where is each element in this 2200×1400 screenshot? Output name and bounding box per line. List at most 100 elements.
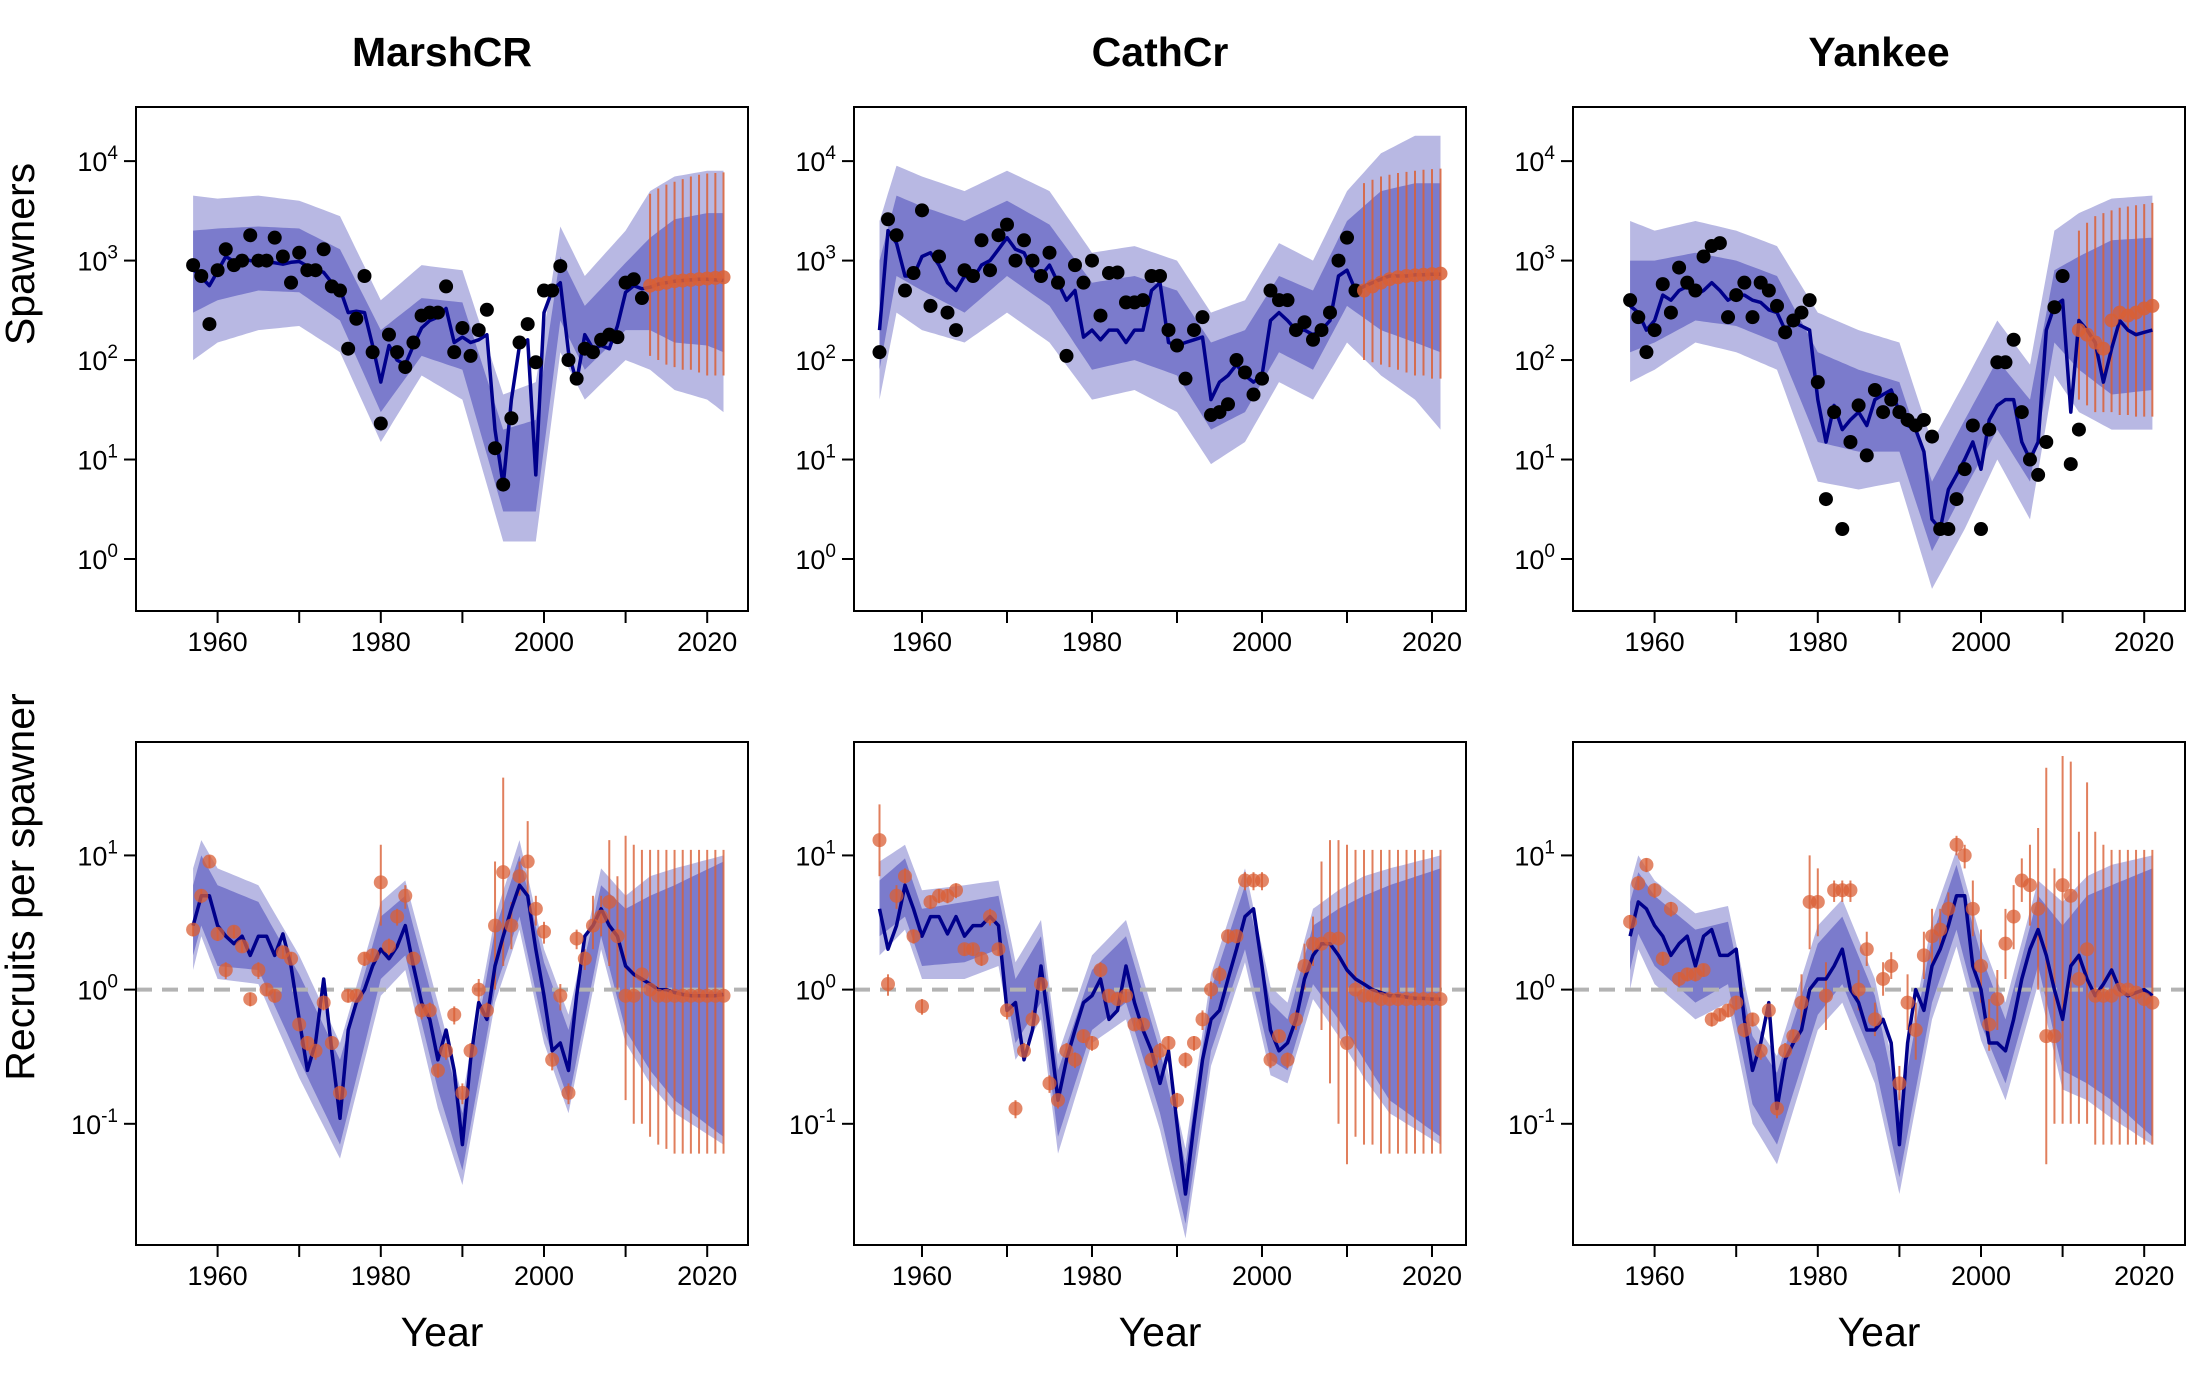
observed-point bbox=[1051, 1093, 1065, 1108]
y-tick-label: 100 bbox=[795, 972, 836, 1006]
observed-point bbox=[906, 266, 921, 281]
observed-point bbox=[889, 888, 904, 903]
x-tick-label: 1980 bbox=[1788, 627, 1848, 657]
ylabel-recruits-per-spawner: Recruits per spawner bbox=[0, 693, 43, 1080]
observed-point bbox=[398, 888, 413, 903]
panel-title: MarshCR bbox=[352, 29, 532, 75]
observed-point bbox=[488, 918, 503, 933]
observed-point bbox=[1810, 375, 1825, 390]
observed-point bbox=[1827, 405, 1842, 420]
observed-point bbox=[569, 931, 584, 946]
observed-point bbox=[2006, 909, 2021, 924]
observed-point bbox=[634, 291, 649, 306]
observed-point bbox=[520, 317, 535, 332]
forecast-point bbox=[716, 270, 731, 285]
observed-point bbox=[1017, 233, 1031, 248]
observed-point bbox=[504, 918, 519, 933]
observed-point bbox=[1737, 275, 1752, 290]
y-tick-label: 100 bbox=[77, 541, 118, 575]
observed-point bbox=[2080, 942, 2095, 957]
observed-point bbox=[210, 926, 225, 941]
x-tick-label: 2000 bbox=[1232, 1261, 1292, 1291]
panel-title: CathCr bbox=[1092, 29, 1229, 75]
observed-point bbox=[1085, 1036, 1099, 1051]
panels: 1960 1980 2000 2020100101102103104MarshCR19… bbox=[71, 29, 2186, 1355]
observed-point bbox=[1916, 412, 1931, 427]
observed-point bbox=[333, 1085, 347, 1100]
observed-point bbox=[1289, 1012, 1303, 1027]
observed-point bbox=[1729, 995, 1744, 1010]
observed-point bbox=[1778, 1043, 1793, 1058]
plot-area bbox=[854, 804, 1466, 1239]
observed-point bbox=[308, 263, 323, 278]
observed-point bbox=[1136, 1017, 1150, 1032]
observed-point bbox=[2031, 467, 2046, 482]
observed-point bbox=[1639, 345, 1654, 360]
observed-point bbox=[1925, 429, 1940, 444]
observed-point bbox=[1255, 371, 1269, 386]
observed-point bbox=[406, 335, 421, 350]
observed-point bbox=[186, 258, 201, 273]
observed-point bbox=[1433, 992, 1448, 1007]
observed-point bbox=[1957, 462, 1972, 477]
observed-point bbox=[1745, 1012, 1760, 1027]
observed-point bbox=[430, 305, 445, 320]
y-tick-label: 100 bbox=[1514, 541, 1555, 575]
plot-area bbox=[1573, 756, 2185, 1194]
observed-point bbox=[561, 353, 576, 368]
observed-point bbox=[1263, 283, 1278, 298]
observed-point bbox=[471, 323, 486, 338]
observed-point bbox=[1623, 293, 1638, 308]
observed-point bbox=[553, 988, 568, 1003]
plot-area bbox=[872, 135, 1448, 465]
observed-point bbox=[381, 939, 396, 954]
inner-band bbox=[193, 855, 724, 1171]
observed-point bbox=[949, 323, 963, 338]
observed-point bbox=[390, 345, 405, 360]
observed-point bbox=[259, 253, 274, 268]
observed-point bbox=[1178, 371, 1193, 386]
observed-point bbox=[553, 259, 568, 274]
observed-point bbox=[349, 311, 364, 326]
panel-frame bbox=[853, 106, 1467, 612]
y-tick-label: 101 bbox=[1514, 837, 1555, 871]
observed-point bbox=[1786, 1029, 1801, 1044]
observed-point bbox=[1688, 283, 1703, 298]
observed-point bbox=[463, 348, 478, 363]
panel-yankee-recruits: 1960 1980 2000 2020 10-1 100 101 Year bbox=[1508, 741, 2186, 1355]
observed-point bbox=[2063, 888, 2078, 903]
observed-point bbox=[333, 283, 347, 298]
observed-point bbox=[1631, 310, 1646, 325]
observed-point bbox=[1802, 293, 1817, 308]
observed-point bbox=[1144, 1052, 1159, 1067]
observed-point bbox=[1794, 305, 1809, 320]
observed-point bbox=[1195, 1012, 1210, 1027]
observed-point bbox=[292, 1017, 307, 1032]
observed-point bbox=[218, 242, 233, 257]
observed-point bbox=[520, 854, 535, 869]
observed-point bbox=[1000, 217, 1014, 232]
observed-point bbox=[186, 922, 201, 937]
observed-point bbox=[940, 305, 955, 320]
observed-point bbox=[2047, 300, 2062, 315]
observed-point bbox=[545, 283, 560, 298]
observed-point bbox=[537, 924, 551, 939]
observed-point bbox=[1297, 958, 1312, 973]
observed-point bbox=[1655, 277, 1670, 292]
observed-point bbox=[585, 918, 600, 933]
x-tick-label: 1960 bbox=[188, 1261, 248, 1291]
observed-point bbox=[1306, 332, 1320, 347]
observed-point bbox=[2145, 995, 2160, 1010]
observed-point bbox=[226, 924, 241, 939]
x-axis-label: Year bbox=[1838, 1309, 1921, 1355]
observed-point bbox=[2022, 452, 2037, 467]
y-tick-label: 10-1 bbox=[1508, 1106, 1555, 1140]
observed-point bbox=[1696, 962, 1711, 977]
observed-point bbox=[1908, 1023, 1923, 1038]
panel-frame bbox=[1572, 741, 2186, 1246]
observed-point bbox=[577, 951, 592, 966]
observed-point bbox=[365, 948, 380, 963]
observed-point bbox=[569, 371, 584, 386]
observed-point bbox=[923, 298, 938, 313]
